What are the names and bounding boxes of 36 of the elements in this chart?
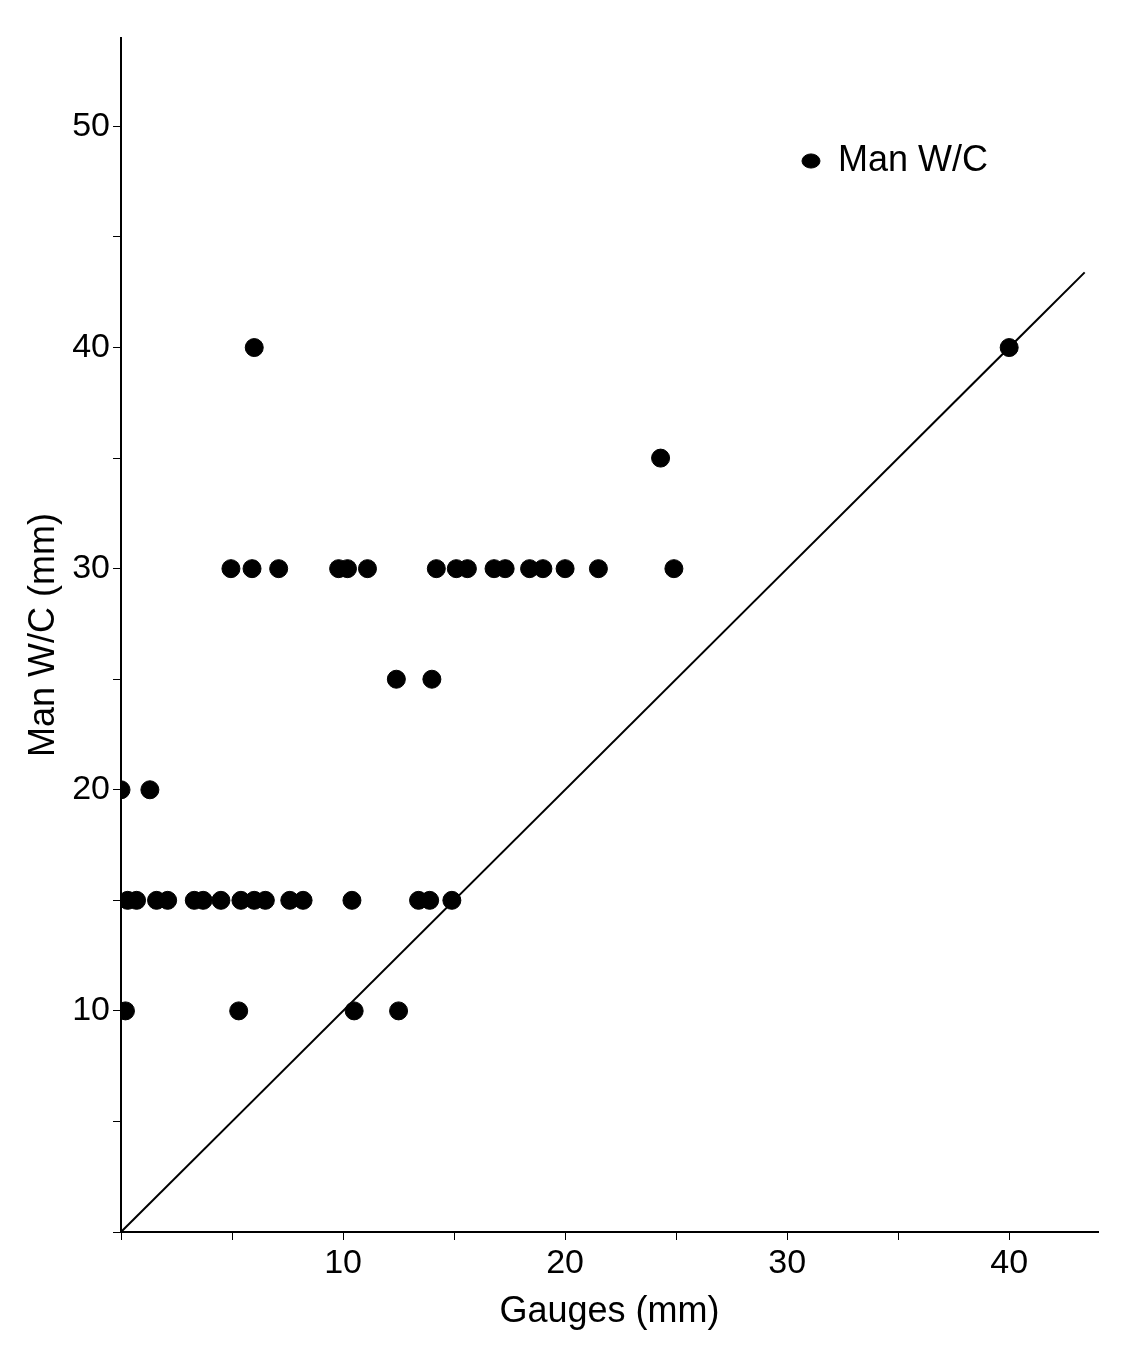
point bbox=[344, 1001, 364, 1021]
point bbox=[555, 559, 575, 579]
point bbox=[651, 448, 671, 468]
point bbox=[342, 890, 362, 910]
point bbox=[442, 890, 462, 910]
x-tick-label: 10 bbox=[324, 1241, 362, 1280]
point bbox=[533, 559, 553, 579]
point bbox=[422, 669, 442, 689]
y-tick-label: 20 bbox=[72, 768, 111, 807]
y-tick-label: 40 bbox=[72, 325, 111, 364]
point bbox=[244, 338, 264, 358]
point bbox=[140, 780, 160, 800]
point bbox=[158, 890, 178, 910]
point bbox=[420, 890, 440, 910]
point bbox=[211, 890, 231, 910]
y-tick-label: 10 bbox=[72, 989, 111, 1028]
point bbox=[229, 1001, 249, 1021]
point bbox=[357, 559, 377, 579]
x-tick-label: 30 bbox=[768, 1241, 807, 1280]
x-tick-label: 20 bbox=[546, 1241, 585, 1280]
legend-label: Man W/C bbox=[837, 137, 988, 179]
point bbox=[221, 559, 241, 579]
point bbox=[386, 669, 406, 689]
x-axis-title: Gauges (mm) bbox=[499, 1289, 720, 1331]
point bbox=[664, 559, 684, 579]
point bbox=[293, 890, 313, 910]
point bbox=[999, 338, 1019, 358]
point bbox=[588, 559, 608, 579]
point bbox=[426, 559, 446, 579]
y-tick-label: 50 bbox=[72, 104, 111, 143]
y-axis-title: Man W/C (mm) bbox=[20, 513, 62, 757]
x-tick-label: 40 bbox=[990, 1241, 1029, 1280]
point bbox=[389, 1001, 409, 1021]
point bbox=[269, 559, 289, 579]
y-tick-label: 30 bbox=[72, 547, 111, 586]
point bbox=[242, 559, 262, 579]
